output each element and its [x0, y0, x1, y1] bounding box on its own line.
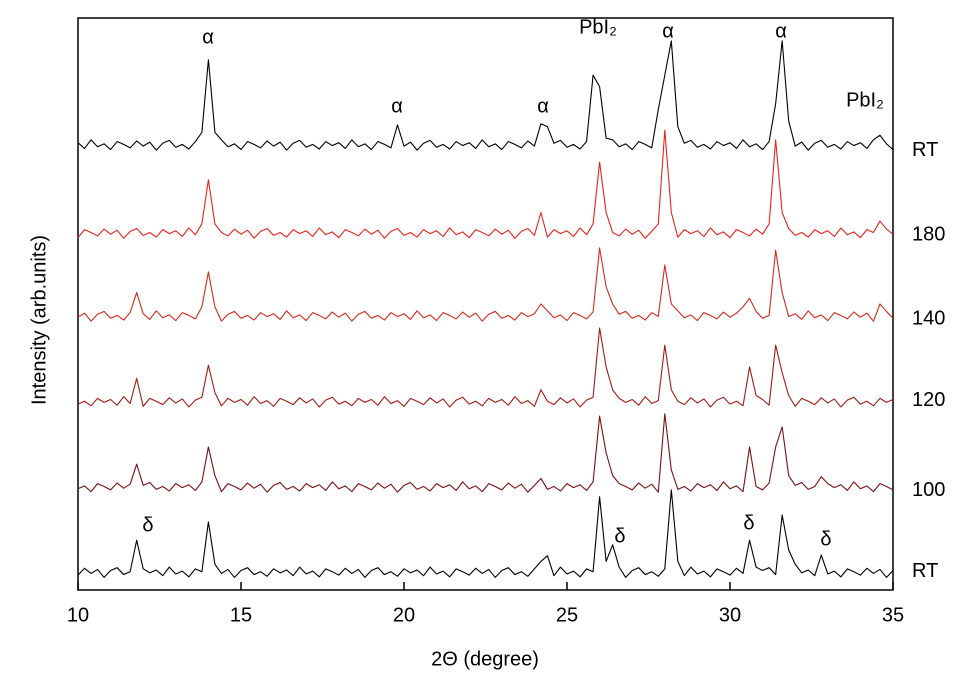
peak-annotation: δ	[743, 512, 754, 534]
peak-annotation: α	[202, 26, 214, 48]
xrd-trace	[77, 327, 894, 408]
peak-annotation: δ	[142, 514, 153, 536]
series-label: 120	[912, 389, 945, 411]
series-label: 100	[912, 479, 945, 501]
xrd-trace	[77, 489, 894, 578]
xrd-trace	[77, 413, 894, 493]
peak-annotation: PbI₂	[579, 16, 617, 38]
peak-annotation: PbI₂	[846, 89, 884, 111]
peak-annotation: δ	[614, 525, 625, 547]
x-tick-label: 30	[719, 604, 741, 626]
x-tick-label: 10	[67, 604, 89, 626]
x-axis-label: 2Θ (degree)	[431, 648, 539, 670]
peak-annotation: α	[537, 95, 549, 117]
peak-annotation: α	[775, 20, 787, 42]
series-label: RT	[912, 560, 938, 582]
peak-annotation: α	[391, 95, 403, 117]
peak-annotation: δ	[820, 528, 831, 550]
x-tick-label: 20	[393, 604, 415, 626]
x-tick-label: 35	[882, 604, 904, 626]
xrd-trace	[77, 40, 894, 151]
series-label: 180	[912, 223, 945, 245]
y-axis-label: Intensity (arb.units)	[28, 235, 50, 405]
xrd-trace	[77, 247, 894, 322]
series-label: 140	[912, 308, 945, 330]
x-tick-label: 25	[556, 604, 578, 626]
series-label: RT	[912, 139, 938, 161]
plot-frame	[77, 17, 894, 591]
peak-annotation: α	[662, 20, 674, 42]
x-tick-label: 15	[230, 604, 252, 626]
xrd-trace	[77, 129, 894, 239]
